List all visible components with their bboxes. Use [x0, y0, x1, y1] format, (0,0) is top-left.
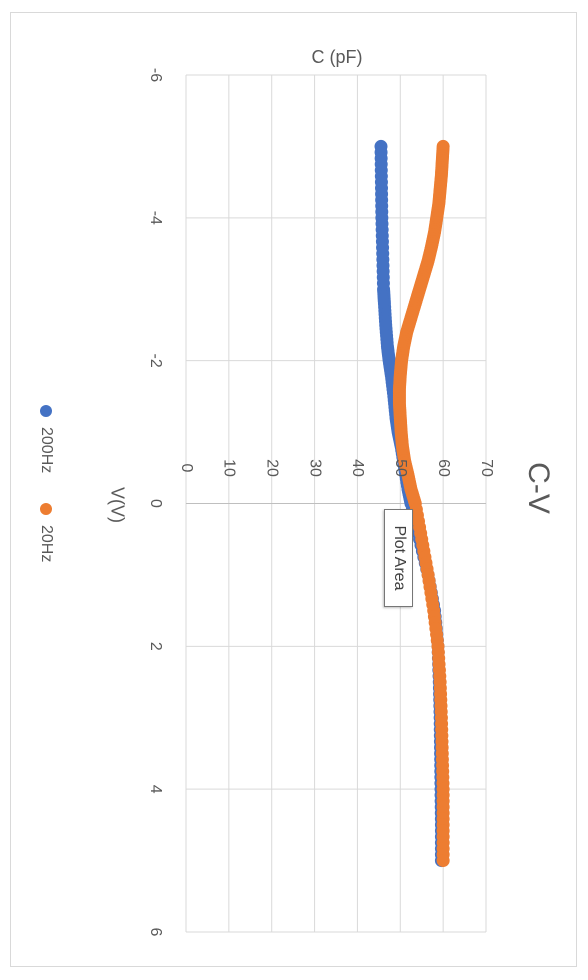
x-axis-title: V(V) [107, 487, 127, 523]
c-tick-label: 30 [306, 459, 323, 477]
c-tick-label: 10 [221, 459, 238, 477]
legend-label-20hz: 20Hz [38, 525, 55, 562]
c-tick-label: 50 [392, 459, 409, 477]
v-tick-label: 0 [147, 499, 164, 508]
chart-title: C-V [522, 462, 555, 514]
legend-marker-20hz [40, 503, 52, 515]
v-tick-label: 6 [147, 928, 164, 937]
v-tick-label: -2 [147, 354, 164, 368]
chart-frame [10, 12, 577, 967]
tick-layer: 0 10 20 30 40 50 60 70 -6 -4 -2 0 2 4 6 [147, 68, 495, 937]
v-tick-label: 2 [147, 642, 164, 651]
data-point[interactable] [436, 854, 450, 868]
v-tick-label: -6 [147, 68, 164, 82]
plot-area-tooltip: Plot Area [384, 509, 413, 607]
legend-label-200hz: 200Hz [38, 427, 55, 473]
c-tick-label: 0 [178, 464, 195, 473]
v-tick-label: -4 [147, 211, 164, 225]
c-tick-label: 70 [478, 459, 495, 477]
c-tick-label: 40 [349, 459, 366, 477]
legend-marker-200hz [40, 405, 52, 417]
c-tick-label: 60 [435, 459, 452, 477]
c-tick-label: 20 [263, 459, 280, 477]
v-tick-label: 4 [147, 785, 164, 794]
series-20hz[interactable] [392, 139, 450, 868]
y-axis-title: C (pF) [312, 47, 363, 67]
legend[interactable]: 200Hz 20Hz [38, 405, 55, 562]
series-layer[interactable] [374, 139, 450, 868]
